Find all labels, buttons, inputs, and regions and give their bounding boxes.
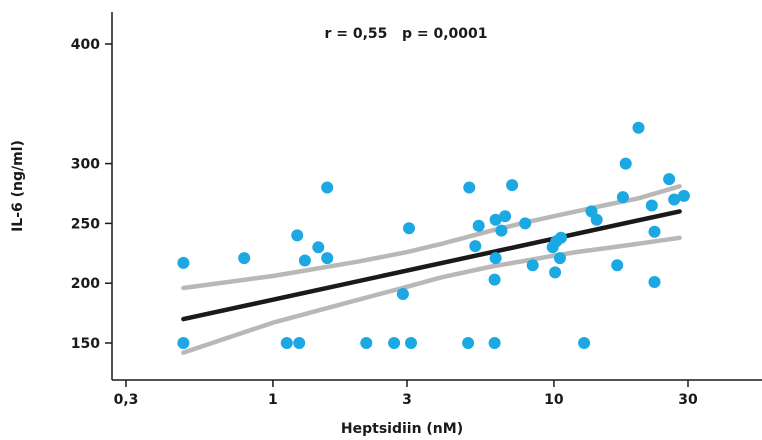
data-point (321, 252, 334, 265)
axes (111, 12, 762, 381)
data-point (177, 256, 190, 269)
data-point (293, 337, 306, 349)
x-tick-label: 0,3 (114, 392, 139, 408)
x-tick-label: 3 (402, 392, 412, 408)
x-tick-label: 1 (268, 392, 278, 408)
fit-curves (181, 184, 682, 355)
data-point (488, 273, 501, 286)
data-point (499, 210, 512, 223)
data-point (553, 252, 566, 265)
data-point (632, 121, 645, 134)
data-point (645, 199, 658, 212)
data-point (463, 181, 476, 194)
data-point (590, 213, 603, 226)
data-point (291, 229, 304, 242)
data-point (668, 193, 681, 206)
y-ticks: 150 200 250 300 400 (71, 37, 112, 352)
data-point (312, 241, 325, 254)
y-tick-label: 200 (71, 276, 100, 292)
data-point (663, 173, 676, 186)
data-point (555, 231, 567, 244)
data-point (238, 252, 251, 265)
x-axis-title: Heptsidiin (nM) (341, 421, 463, 437)
x-tick-label: 10 (544, 392, 564, 408)
data-point (578, 337, 591, 349)
data-point (648, 225, 661, 238)
data-point (360, 337, 373, 349)
data-point (388, 337, 401, 349)
confidence-band-lower (181, 235, 682, 355)
data-point (469, 240, 482, 253)
y-tick-label: 400 (71, 37, 100, 53)
data-point (619, 157, 632, 170)
x-ticks: 0,3 1 3 10 30 (114, 380, 698, 408)
data-point (611, 259, 624, 272)
data-point (549, 266, 562, 279)
data-point (177, 337, 190, 349)
data-point (519, 217, 532, 230)
data-point (396, 288, 409, 300)
y-axis-title: IL-6 (ng/ml) (10, 140, 26, 232)
data-point (488, 337, 501, 349)
data-point (648, 276, 661, 288)
y-tick-label: 300 (71, 157, 100, 173)
data-points (177, 121, 690, 349)
data-point (403, 222, 415, 235)
data-point (321, 181, 334, 194)
x-tick-label: 30 (678, 392, 698, 408)
data-point (616, 191, 629, 204)
data-point (405, 337, 417, 349)
data-point (472, 219, 485, 232)
data-point (489, 213, 502, 226)
data-point (495, 224, 508, 237)
data-point (462, 337, 475, 349)
regression-line (181, 209, 682, 322)
data-point (489, 252, 502, 265)
data-point (280, 337, 293, 349)
confidence-band-upper (181, 184, 682, 291)
y-tick-label: 150 (71, 336, 100, 352)
data-point (298, 254, 311, 267)
data-point (526, 259, 539, 272)
correlation-annotation: r = 0,55 p = 0,0001 (324, 26, 487, 42)
data-point (677, 189, 690, 202)
data-point (506, 179, 519, 192)
y-tick-label: 250 (71, 216, 100, 232)
